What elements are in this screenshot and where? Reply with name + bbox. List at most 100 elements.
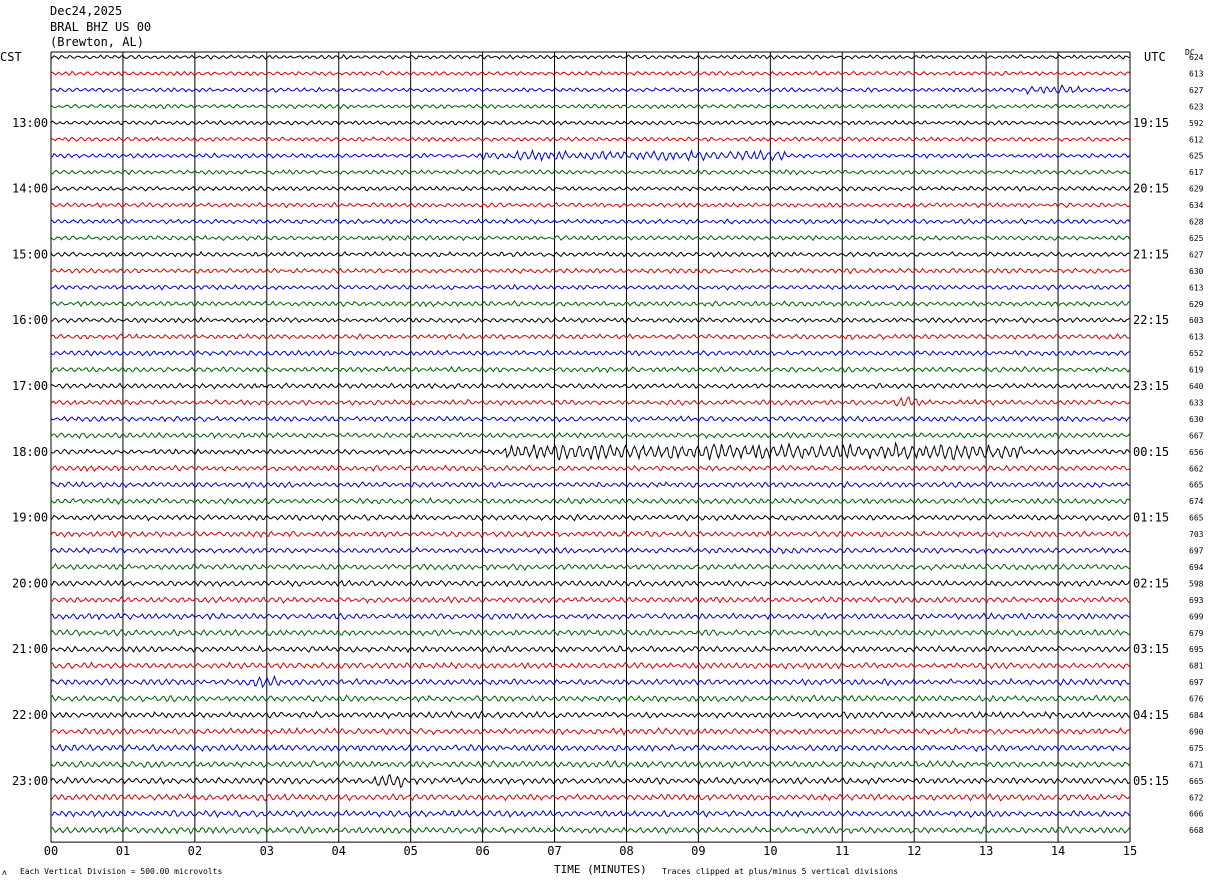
seismic-trace bbox=[50, 464, 1130, 473]
seismic-trace bbox=[50, 441, 1130, 461]
seismic-trace bbox=[50, 579, 1130, 588]
x-tick-label: 10 bbox=[763, 844, 777, 858]
right-hour-label: 23:15 bbox=[1133, 379, 1169, 393]
x-tick-label: 09 bbox=[691, 844, 705, 858]
trace-dc-value: 628 bbox=[1189, 218, 1204, 227]
seismic-trace bbox=[50, 530, 1130, 539]
trace-dc-value: 690 bbox=[1189, 727, 1204, 736]
seismic-trace bbox=[50, 513, 1130, 522]
x-axis-label: TIME (MINUTES) bbox=[554, 863, 647, 876]
x-tick-label: 00 bbox=[44, 844, 58, 858]
seismic-trace bbox=[50, 825, 1130, 835]
trace-dc-value: 656 bbox=[1189, 448, 1204, 457]
trace-dc-value: 662 bbox=[1189, 464, 1204, 473]
right-hour-label: 03:15 bbox=[1133, 642, 1169, 656]
trace-dc-value: 681 bbox=[1189, 662, 1204, 671]
seismic-trace bbox=[50, 283, 1130, 291]
seismic-trace bbox=[50, 349, 1130, 357]
seismic-trace bbox=[50, 103, 1130, 110]
trace-dc-value: 699 bbox=[1189, 612, 1204, 621]
seismic-trace bbox=[50, 201, 1130, 209]
trace-dc-value: 697 bbox=[1189, 547, 1204, 556]
seismic-trace bbox=[50, 497, 1130, 505]
trace-dc-value: 674 bbox=[1189, 497, 1204, 506]
left-hour-label: 17:00 bbox=[12, 379, 48, 393]
trace-dc-value: 693 bbox=[1189, 596, 1204, 605]
trace-dc-value: 629 bbox=[1189, 185, 1204, 194]
trace-dc-value: 630 bbox=[1189, 267, 1204, 276]
trace-dc-value: 697 bbox=[1189, 678, 1204, 687]
clip-note: Traces clipped at plus/minus 5 vertical … bbox=[662, 867, 899, 876]
right-hour-label: 02:15 bbox=[1133, 576, 1169, 590]
trace-dc-value: 629 bbox=[1189, 300, 1204, 309]
trace-dc-value: 625 bbox=[1189, 152, 1204, 161]
header-location: (Brewton, AL) bbox=[50, 35, 144, 49]
trace-dc-value: 695 bbox=[1189, 645, 1204, 654]
left-hour-label: 13:00 bbox=[12, 116, 48, 130]
trace-dc-value: 668 bbox=[1189, 826, 1204, 835]
x-tick-label: 15 bbox=[1123, 844, 1137, 858]
x-tick-label: 03 bbox=[260, 844, 274, 858]
seismic-trace bbox=[50, 333, 1130, 341]
seismic-trace bbox=[50, 267, 1130, 275]
left-hour-label: 19:00 bbox=[12, 511, 48, 525]
seismic-trace bbox=[50, 726, 1130, 737]
trace-dc-value: 592 bbox=[1189, 119, 1204, 128]
seismic-trace bbox=[50, 694, 1130, 703]
x-tick-label: 01 bbox=[116, 844, 130, 858]
trace-dc-value: 623 bbox=[1189, 102, 1204, 111]
scale-note: Each Vertical Division = 500.00 microvol… bbox=[20, 867, 223, 876]
right-hour-label: 00:15 bbox=[1133, 445, 1169, 459]
x-tick-label: 14 bbox=[1051, 844, 1065, 858]
seismic-trace bbox=[50, 250, 1130, 258]
seismic-trace bbox=[50, 148, 1130, 162]
dc-label: DC bbox=[1185, 48, 1195, 57]
x-tick-label: 13 bbox=[979, 844, 993, 858]
right-hour-label: 20:15 bbox=[1133, 182, 1169, 196]
left-hour-label: 23:00 bbox=[12, 774, 48, 788]
trace-dc-value: 667 bbox=[1189, 431, 1204, 440]
seismic-trace bbox=[50, 169, 1130, 176]
seismic-trace bbox=[50, 316, 1130, 324]
trace-dc-value: 598 bbox=[1189, 579, 1204, 588]
seismic-trace bbox=[50, 396, 1130, 407]
right-hour-label: 21:15 bbox=[1133, 247, 1169, 261]
left-hour-label: 18:00 bbox=[12, 445, 48, 459]
trace-dc-value: 679 bbox=[1189, 629, 1204, 638]
trace-dc-value: 703 bbox=[1189, 530, 1204, 539]
seismic-trace bbox=[50, 562, 1130, 571]
seismic-trace bbox=[50, 185, 1130, 192]
seismic-trace bbox=[50, 759, 1130, 769]
trace-dc-value: 634 bbox=[1189, 201, 1204, 210]
seismic-trace bbox=[50, 431, 1130, 440]
seismic-trace bbox=[50, 84, 1130, 96]
seismic-trace bbox=[50, 136, 1130, 143]
x-tick-label: 07 bbox=[547, 844, 561, 858]
trace-dc-value: 625 bbox=[1189, 234, 1204, 243]
right-hour-label: 22:15 bbox=[1133, 313, 1169, 327]
seismic-trace bbox=[50, 300, 1130, 308]
x-tick-label: 12 bbox=[907, 844, 921, 858]
trace-dc-value: 627 bbox=[1189, 86, 1204, 95]
trace-dc-value: 671 bbox=[1189, 760, 1204, 769]
trace-dc-value: 613 bbox=[1189, 69, 1204, 78]
seismic-trace bbox=[50, 710, 1130, 720]
x-tick-label: 05 bbox=[403, 844, 417, 858]
trace-dc-value: 684 bbox=[1189, 711, 1204, 720]
seismic-trace bbox=[50, 595, 1130, 605]
seismic-trace bbox=[50, 644, 1130, 654]
seismic-trace bbox=[50, 743, 1130, 753]
right-hour-label: 01:15 bbox=[1133, 511, 1169, 525]
trace-dc-value: 666 bbox=[1189, 810, 1204, 819]
trace-dc-value: 633 bbox=[1189, 398, 1204, 407]
x-tick-label: 04 bbox=[332, 844, 346, 858]
trace-dc-value: 665 bbox=[1189, 481, 1204, 490]
trace-dc-value: 640 bbox=[1189, 382, 1204, 391]
right-hour-label: 04:15 bbox=[1133, 708, 1169, 722]
seismic-trace bbox=[50, 480, 1130, 489]
x-tick-label: 02 bbox=[188, 844, 202, 858]
trace-dc-value: 652 bbox=[1189, 349, 1204, 358]
seismic-trace bbox=[50, 382, 1130, 390]
seismic-trace bbox=[50, 628, 1130, 637]
